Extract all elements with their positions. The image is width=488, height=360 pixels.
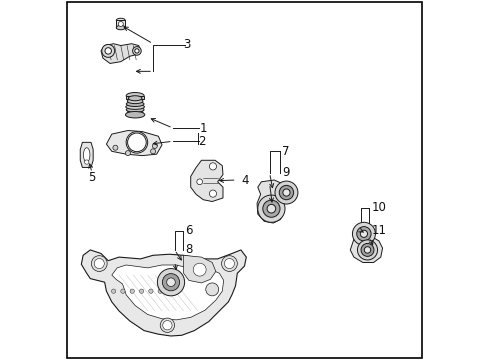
Circle shape <box>139 289 143 293</box>
Text: 2: 2 <box>198 135 205 148</box>
Circle shape <box>196 179 202 185</box>
Polygon shape <box>349 235 382 262</box>
Text: 9: 9 <box>282 166 289 179</box>
Circle shape <box>160 318 174 332</box>
Circle shape <box>193 263 206 276</box>
Circle shape <box>364 247 370 253</box>
Ellipse shape <box>128 96 142 101</box>
Circle shape <box>221 256 237 271</box>
Polygon shape <box>257 180 285 223</box>
Text: 7: 7 <box>282 145 289 158</box>
Ellipse shape <box>116 26 125 30</box>
Circle shape <box>360 243 373 256</box>
Circle shape <box>209 190 216 197</box>
Circle shape <box>205 283 218 296</box>
Ellipse shape <box>126 107 144 112</box>
Circle shape <box>121 289 125 293</box>
Circle shape <box>224 258 234 269</box>
Text: 6: 6 <box>185 224 192 238</box>
Polygon shape <box>116 21 125 28</box>
Text: 4: 4 <box>241 174 248 186</box>
Circle shape <box>209 163 216 170</box>
Circle shape <box>274 181 297 204</box>
Circle shape <box>113 145 118 150</box>
Ellipse shape <box>127 110 142 115</box>
Circle shape <box>357 240 377 260</box>
Circle shape <box>135 49 139 53</box>
Circle shape <box>158 289 162 293</box>
Text: 5: 5 <box>88 171 96 184</box>
Circle shape <box>356 226 370 241</box>
Polygon shape <box>112 265 223 320</box>
Circle shape <box>102 44 115 57</box>
Text: 8: 8 <box>185 243 192 256</box>
Circle shape <box>262 200 280 217</box>
Polygon shape <box>81 250 246 336</box>
Circle shape <box>279 185 293 200</box>
Circle shape <box>150 149 155 154</box>
Circle shape <box>127 133 146 152</box>
Circle shape <box>105 48 111 54</box>
Circle shape <box>166 278 175 287</box>
Circle shape <box>111 289 116 293</box>
Text: 1: 1 <box>199 122 207 135</box>
Circle shape <box>125 150 130 156</box>
Circle shape <box>94 258 104 269</box>
Polygon shape <box>106 131 162 156</box>
Circle shape <box>132 46 141 55</box>
Circle shape <box>352 222 375 245</box>
Polygon shape <box>101 44 140 63</box>
Polygon shape <box>80 142 93 167</box>
Ellipse shape <box>126 93 144 99</box>
Polygon shape <box>183 255 215 283</box>
Circle shape <box>162 274 179 291</box>
Circle shape <box>91 256 107 271</box>
Text: 3: 3 <box>183 38 190 51</box>
Circle shape <box>157 269 184 296</box>
Polygon shape <box>126 96 144 99</box>
Polygon shape <box>190 160 223 202</box>
Circle shape <box>152 143 157 148</box>
Circle shape <box>126 132 147 153</box>
Circle shape <box>163 320 172 330</box>
Circle shape <box>266 204 275 213</box>
Circle shape <box>84 160 89 164</box>
Ellipse shape <box>125 112 144 118</box>
Circle shape <box>130 289 134 293</box>
Circle shape <box>282 189 289 196</box>
Circle shape <box>148 289 153 293</box>
Circle shape <box>360 230 367 237</box>
Circle shape <box>118 22 123 27</box>
Ellipse shape <box>126 102 143 107</box>
Circle shape <box>257 195 285 222</box>
Ellipse shape <box>127 99 142 104</box>
Text: 10: 10 <box>371 202 386 215</box>
Text: 11: 11 <box>371 224 386 238</box>
Ellipse shape <box>125 104 144 109</box>
Ellipse shape <box>116 18 125 23</box>
Ellipse shape <box>83 148 90 162</box>
